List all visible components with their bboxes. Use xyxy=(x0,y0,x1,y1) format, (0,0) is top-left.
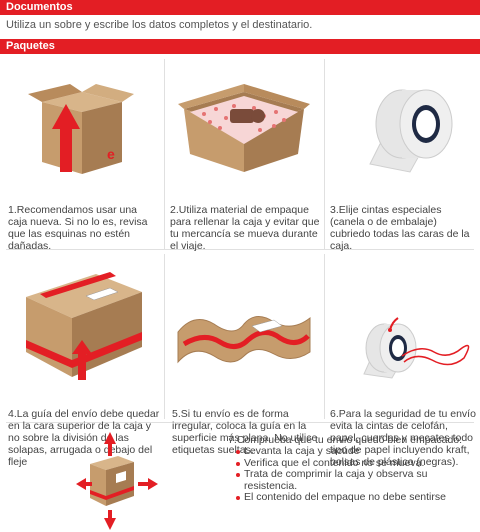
step-5: 5.Si tu envío es de forma irregular, col… xyxy=(164,252,324,456)
step-5-num: 5. xyxy=(172,408,181,420)
step-3: 3.Elije cintas especiales (canela o de e… xyxy=(324,54,480,252)
step-7-bullet-list: Levanta la caja y sacúde Verifica que el… xyxy=(228,445,478,504)
list-item: Verifica que el contenido no se mueva. xyxy=(236,457,478,470)
step-4-text: La guía del envío debe quedar en la cara… xyxy=(8,408,160,468)
step-7-num: 7. xyxy=(228,434,237,446)
irregular-package-icon xyxy=(177,316,311,364)
list-item: Trata de comprimir la caja y observa su … xyxy=(236,468,478,492)
box-label-icon xyxy=(26,272,142,380)
paquetes-grid: e 1.Recomendamos usar una caja nueva. Si… xyxy=(0,54,480,532)
list-item: El contenido del empaque no debe sentirs… xyxy=(236,491,478,504)
paquetes-header: Paquetes xyxy=(0,39,480,54)
step-2: 2.Utiliza material de empaque para relle… xyxy=(164,54,324,252)
tape-roll-icon xyxy=(369,89,453,173)
step-6: 6.Para la seguridad de tu envío evita la… xyxy=(324,252,480,468)
step-4: 4.La guía del envío debe quedar en la ca… xyxy=(0,252,164,468)
documentos-header: Documentos xyxy=(0,0,480,15)
step-2-text: Utiliza material de empaque para rellena… xyxy=(170,204,320,252)
box-filling-icon xyxy=(178,84,310,172)
step-6-text: Para la seguridad de tu envío evita la c… xyxy=(330,408,476,468)
step-2-num: 2. xyxy=(170,204,179,216)
documentos-text: Utiliza un sobre y escribe los datos com… xyxy=(6,19,313,31)
svg-text:e: e xyxy=(107,146,115,162)
step-7: 7.Comprueba que tu envío quedó bien empa… xyxy=(0,426,480,532)
step-5-text: Si tu envío es de forma irregular, coloc… xyxy=(172,408,318,456)
box-arrows-icon xyxy=(76,432,158,530)
tape-string-icon xyxy=(363,317,470,379)
step-1: e 1.Recomendamos usar una caja nueva. Si… xyxy=(0,54,164,252)
step-1-text: Recomendamos usar una caja nueva. Si no … xyxy=(8,204,148,252)
step-7-title: Comprueba que tu envío quedó bien empaca… xyxy=(236,434,463,446)
list-item: Levanta la caja y sacúde xyxy=(236,445,478,458)
step-6-num: 6. xyxy=(330,408,339,420)
step-4-num: 4. xyxy=(8,408,17,420)
step-3-num: 3. xyxy=(330,204,339,216)
step-3-text: Elije cintas especiales (canela o de emb… xyxy=(330,204,470,252)
step-1-num: 1. xyxy=(8,204,17,216)
box-arrow-up-icon: e xyxy=(28,84,134,174)
